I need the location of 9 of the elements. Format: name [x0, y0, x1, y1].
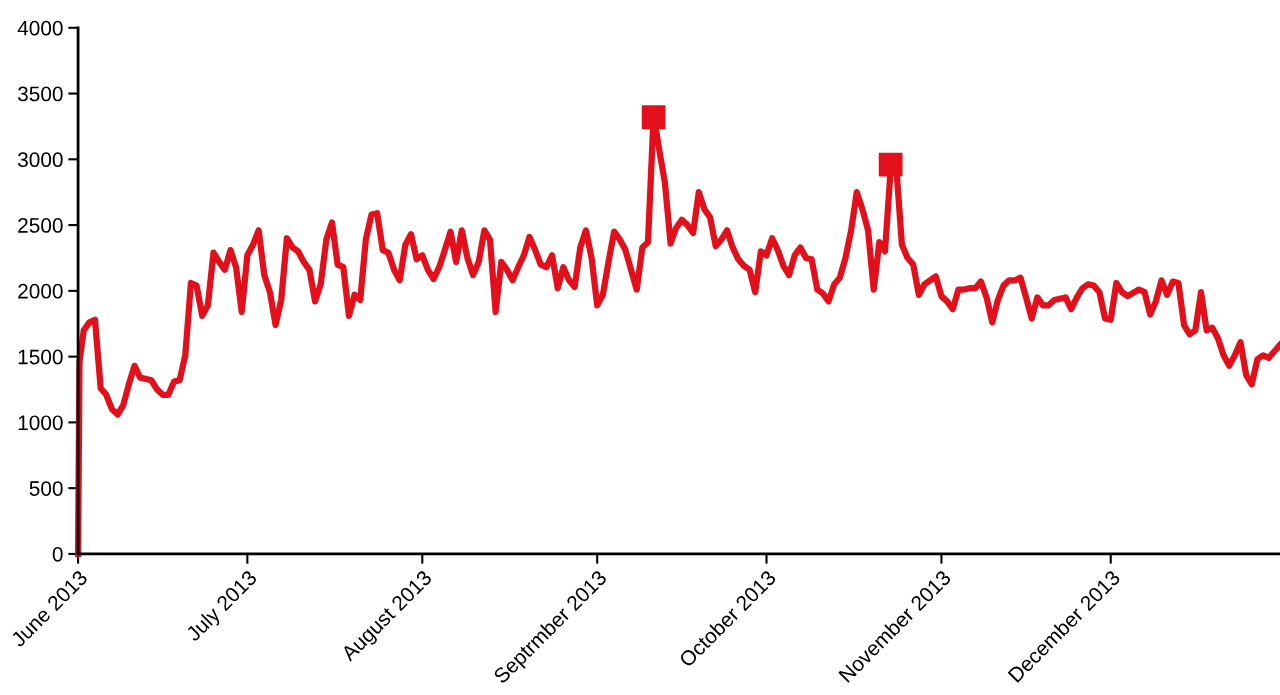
- y-tick-label: 1000: [18, 415, 63, 431]
- y-tick-label: 2000: [18, 283, 63, 299]
- y-tick-label: 3500: [17, 86, 63, 102]
- y-tick-label: 500: [29, 481, 63, 496]
- y-tick-label: 1500: [18, 349, 63, 365]
- y-tick-label: 0: [52, 546, 63, 562]
- y-tick-label: 4000: [17, 20, 63, 36]
- y-tick-label: 2500: [18, 218, 63, 233]
- y-tick-label: 3000: [17, 152, 63, 168]
